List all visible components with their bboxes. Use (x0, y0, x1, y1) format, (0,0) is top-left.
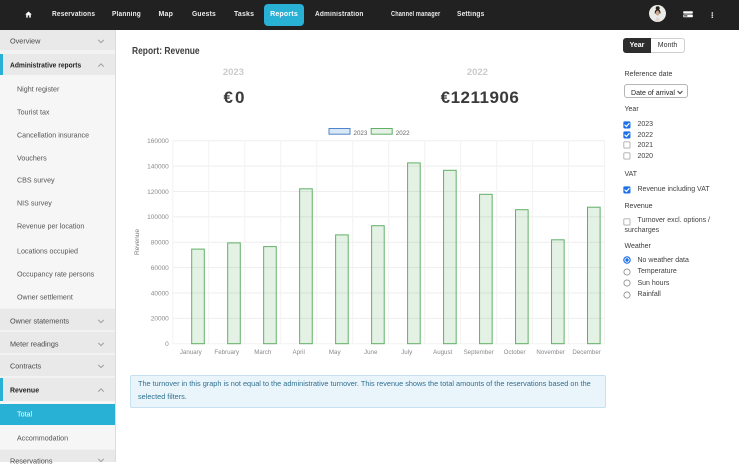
svg-text:February: February (214, 349, 239, 356)
svg-text:2023: 2023 (354, 130, 368, 137)
svg-text:20000: 20000 (151, 316, 169, 323)
svg-text:80000: 80000 (151, 240, 169, 247)
svg-text:July: July (401, 349, 413, 356)
svg-text:120000: 120000 (147, 189, 169, 196)
svg-text:2022: 2022 (396, 130, 410, 137)
svg-text:140000: 140000 (147, 163, 169, 170)
svg-text:December: December (572, 349, 600, 356)
svg-text:October: October (504, 349, 526, 356)
svg-text:100000: 100000 (147, 214, 169, 221)
svg-text:40000: 40000 (151, 290, 169, 297)
svg-text:June: June (364, 349, 378, 356)
svg-text:0: 0 (165, 341, 169, 348)
svg-text:August: August (433, 349, 452, 356)
svg-text:March: March (254, 349, 272, 356)
svg-text:April: April (293, 349, 305, 356)
svg-text:September: September (464, 349, 494, 356)
svg-text:Revenue: Revenue (134, 229, 141, 255)
svg-text:160000: 160000 (147, 138, 169, 145)
svg-text:January: January (180, 349, 203, 356)
svg-text:November: November (536, 349, 564, 356)
svg-text:May: May (329, 349, 341, 356)
svg-text:60000: 60000 (151, 265, 169, 272)
